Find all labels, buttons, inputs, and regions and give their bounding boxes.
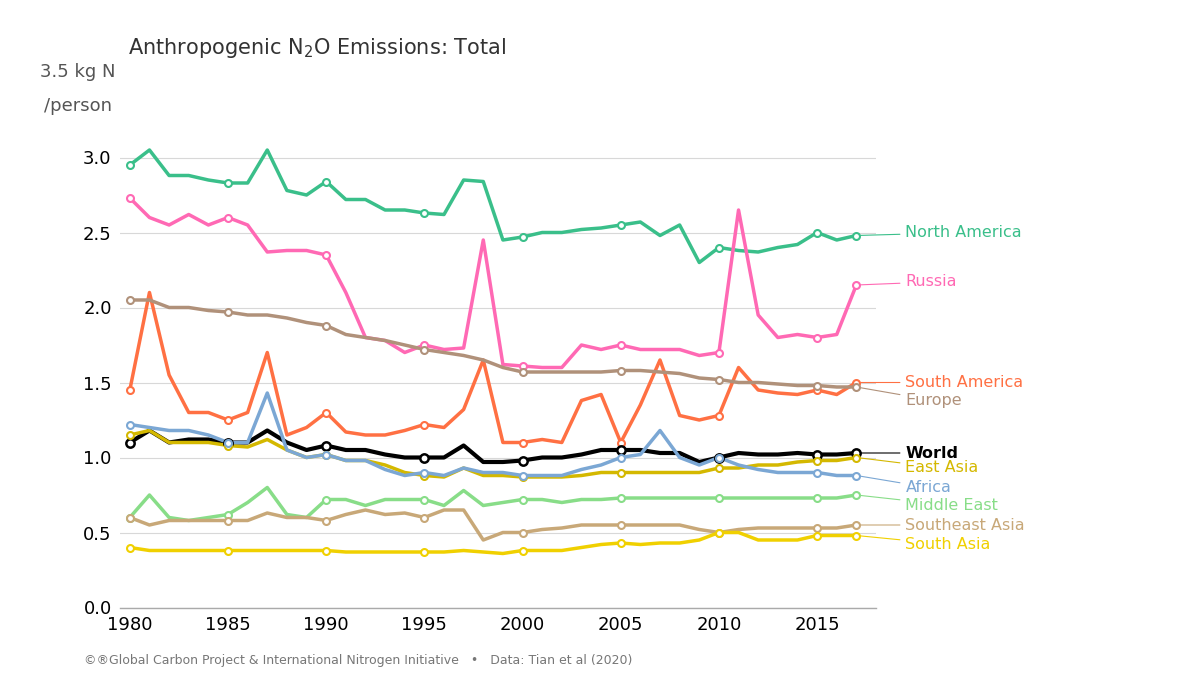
Text: Europe: Europe — [859, 387, 962, 408]
Text: North America: North America — [859, 225, 1022, 240]
Text: South Asia: South Asia — [859, 536, 991, 552]
Text: Anthropogenic N$_2$O Emissions: Total: Anthropogenic N$_2$O Emissions: Total — [127, 36, 505, 59]
Text: 3.5 kg N: 3.5 kg N — [41, 63, 115, 81]
Text: Russia: Russia — [859, 275, 956, 290]
Text: World: World — [859, 446, 959, 460]
Text: South America: South America — [859, 375, 1024, 390]
Text: ©®Global Carbon Project & International Nitrogen Initiative   •   Data: Tian et : ©®Global Carbon Project & International … — [84, 654, 632, 667]
Text: Africa: Africa — [859, 476, 952, 495]
Text: Middle East: Middle East — [859, 495, 998, 513]
Text: East Asia: East Asia — [859, 458, 979, 475]
Text: /person: /person — [44, 97, 112, 115]
Text: Southeast Asia: Southeast Asia — [859, 518, 1025, 533]
